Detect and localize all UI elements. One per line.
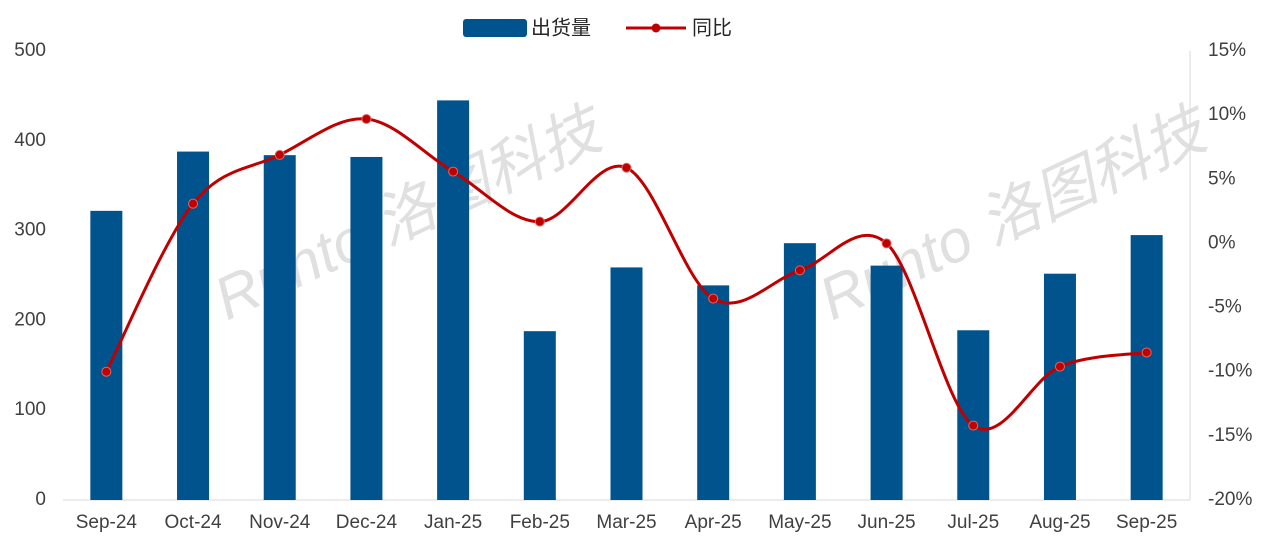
legend-label: 同比 bbox=[692, 16, 732, 39]
y2-tick-label: -20% bbox=[1208, 489, 1252, 510]
line-marker bbox=[188, 198, 199, 209]
x-tick-label: Jan-25 bbox=[424, 512, 482, 533]
x-tick-label: Apr-25 bbox=[685, 512, 742, 533]
legend-label: 出货量 bbox=[531, 16, 591, 39]
bar bbox=[263, 155, 296, 500]
x-tick-label: Mar-25 bbox=[596, 512, 656, 533]
x-tick-label: Sep-24 bbox=[76, 512, 138, 533]
x-tick-label: Jun-25 bbox=[858, 512, 916, 533]
y-tick-label: 100 bbox=[14, 399, 46, 420]
x-tick-label: Oct-24 bbox=[165, 512, 222, 533]
line-marker bbox=[968, 420, 979, 431]
legend-swatch bbox=[651, 23, 661, 33]
x-tick-label: Aug-25 bbox=[1029, 512, 1090, 533]
line-marker bbox=[274, 149, 285, 160]
y2-tick-label: -10% bbox=[1208, 361, 1252, 382]
legend-swatch bbox=[463, 19, 527, 37]
line-marker bbox=[101, 366, 112, 377]
y2-tick-label: 15% bbox=[1208, 40, 1246, 61]
bar bbox=[783, 243, 816, 500]
bar bbox=[523, 331, 556, 500]
x-tick-label: Feb-25 bbox=[510, 512, 570, 533]
y-tick-label: 400 bbox=[14, 130, 46, 151]
bar bbox=[697, 285, 730, 500]
line-marker bbox=[1054, 361, 1065, 372]
bar bbox=[1043, 273, 1076, 500]
line-marker bbox=[534, 216, 545, 227]
y-tick-label: 300 bbox=[14, 220, 46, 241]
line-marker bbox=[881, 238, 892, 249]
line-marker bbox=[794, 265, 805, 276]
x-tick-label: May-25 bbox=[768, 512, 831, 533]
x-tick-label: Jul-25 bbox=[947, 512, 999, 533]
line-marker bbox=[1141, 347, 1152, 358]
y2-tick-label: 10% bbox=[1208, 104, 1246, 125]
bar bbox=[1130, 235, 1163, 500]
bar bbox=[870, 265, 903, 500]
y2-tick-label: 5% bbox=[1208, 168, 1236, 189]
bar bbox=[177, 151, 210, 501]
y2-tick-label: 0% bbox=[1208, 232, 1236, 253]
x-tick-label: Nov-24 bbox=[249, 512, 311, 533]
y2-tick-label: -5% bbox=[1208, 297, 1242, 318]
bar bbox=[350, 156, 383, 501]
bar bbox=[437, 100, 470, 500]
y-tick-label: 200 bbox=[14, 309, 46, 330]
bar bbox=[90, 210, 123, 500]
line-marker bbox=[708, 293, 719, 304]
line-marker bbox=[448, 166, 459, 177]
line-marker bbox=[621, 162, 632, 173]
x-tick-label: Sep-25 bbox=[1116, 512, 1177, 533]
bar bbox=[610, 267, 643, 500]
y-tick-label: 500 bbox=[14, 40, 46, 61]
bar bbox=[957, 330, 990, 500]
line-marker bbox=[361, 113, 372, 124]
x-tick-label: Dec-24 bbox=[336, 512, 398, 533]
y-tick-label: 0 bbox=[35, 489, 46, 510]
y2-tick-label: -15% bbox=[1208, 425, 1252, 446]
